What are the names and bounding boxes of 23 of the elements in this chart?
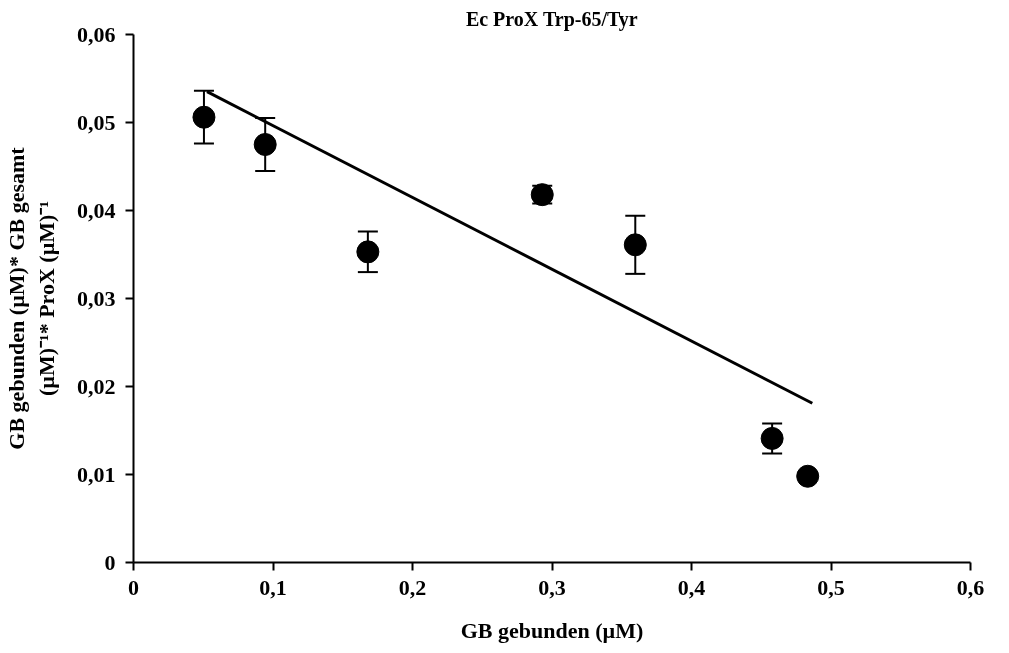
- y-tick-label: 0,01: [77, 461, 116, 487]
- x-tick-label: 0,5: [817, 574, 845, 600]
- x-tick-label: 0,6: [956, 574, 985, 600]
- y-tick-label: 0,05: [77, 109, 116, 135]
- x-tick-label: 0,1: [259, 574, 287, 600]
- y-tick-label: 0,03: [77, 285, 116, 311]
- point: [623, 233, 647, 257]
- y-axis-title: GB gebunden (µM)* GB gesamt (µM)⁻¹* ProX (µM)⁻¹: [4, 146, 59, 450]
- y-tick-label: 0: [104, 549, 116, 575]
- x-tick-label: 0,4: [677, 574, 706, 600]
- x-tick-label: 0: [128, 574, 139, 600]
- point: [253, 133, 277, 156]
- x-tick-label: 0,2: [398, 574, 427, 600]
- x-axis-title: GB gebunden (µM): [460, 617, 644, 643]
- point: [356, 240, 380, 264]
- point: [192, 105, 216, 129]
- point: [796, 464, 820, 488]
- x-tick-label: 0,3: [538, 574, 566, 600]
- point: [760, 426, 784, 450]
- y-tick-label: 0,02: [77, 373, 116, 399]
- y-tick-label: 0,06: [77, 21, 116, 47]
- y-tick-label: 0,04: [77, 197, 116, 223]
- chart-title: Ec ProX Trp-65/Tyr: [465, 7, 638, 31]
